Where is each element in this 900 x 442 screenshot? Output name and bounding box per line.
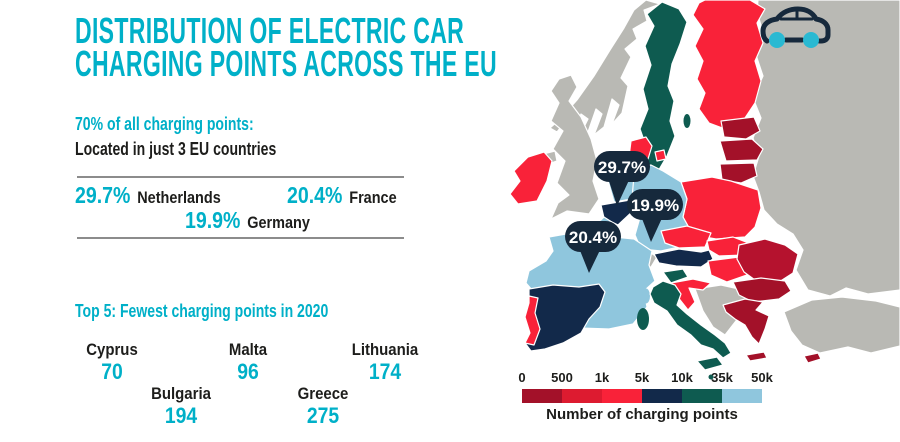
map-pin-germany-tail xyxy=(641,216,663,242)
top3-heading-rest: Located in just 3 EU countries xyxy=(75,139,277,159)
divider-top xyxy=(77,176,404,178)
electric-car-icon xyxy=(760,6,831,48)
country-italy-sardinia xyxy=(637,308,649,330)
legend-tick-50k: 50k xyxy=(751,370,773,385)
map-pin-germany: 19.9% xyxy=(627,189,683,242)
stat-netherlands-pct: 29.7% xyxy=(75,182,131,208)
legend-segment-1 xyxy=(562,389,602,403)
map-pin-netherlands-label: 29.7% xyxy=(598,158,646,177)
top3-heading-highlight: 70% of all charging points: xyxy=(75,114,254,134)
top5-cyprus-label: Cyprus xyxy=(86,340,138,359)
legend-tick-1k: 1k xyxy=(595,370,610,385)
map-pin-netherlands: 29.7% xyxy=(594,151,650,206)
stat-france-label: France xyxy=(349,188,397,207)
top5-malta-value: 96 xyxy=(237,359,259,384)
car-rear-wheel xyxy=(803,32,819,48)
map-pin-france-label: 20.4% xyxy=(569,228,617,247)
legend-segment-3 xyxy=(642,389,682,403)
country-ireland xyxy=(509,151,553,205)
stat-germany-label: Germany xyxy=(247,213,310,232)
country-denmark-zealand xyxy=(654,149,667,162)
legend-tick-5k: 5k xyxy=(635,370,650,385)
legend-segment-4 xyxy=(682,389,722,403)
top5-lithuania-value: 174 xyxy=(368,359,402,384)
country-united-kingdom xyxy=(550,74,600,220)
stat-germany-pct: 19.9% xyxy=(185,207,241,233)
country-greece xyxy=(722,298,770,345)
car-window-line xyxy=(779,10,814,21)
country-finland xyxy=(692,0,766,130)
top5-greece: Greece 275 xyxy=(266,384,380,428)
country-belgium xyxy=(600,199,634,226)
stat-netherlands-label: Netherlands xyxy=(137,188,221,207)
top5-bulgaria: Bulgaria 194 xyxy=(124,384,238,428)
legend-caption: Number of charging points xyxy=(546,406,738,423)
country-cyprus xyxy=(803,352,822,364)
page-title: DISTRIBUTION OF ELECTRIC CAR CHARGING PO… xyxy=(75,10,497,84)
car-body-outline xyxy=(760,6,831,44)
country-bulgaria xyxy=(732,277,792,303)
map-pin-netherlands-tail xyxy=(608,178,630,206)
country-greece-crete xyxy=(745,351,768,362)
top5-greece-value: 275 xyxy=(306,403,340,428)
top5-bulgaria-label: Bulgaria xyxy=(151,384,211,403)
top5-lithuania: Lithuania 174 xyxy=(328,340,442,384)
map-pin-france-tail xyxy=(579,248,601,273)
stat-netherlands: 29.7% Netherlands xyxy=(75,182,221,209)
legend-tick-0: 0 xyxy=(518,370,525,385)
legend-segment-2 xyxy=(602,389,642,403)
top5-malta: Malta 96 xyxy=(191,340,305,384)
top5-cyprus-value: 70 xyxy=(101,359,123,384)
map-pin-germany-bubble xyxy=(627,189,683,220)
legend-scale: 0 500 1k 5k 10k 35k 50k xyxy=(518,370,774,403)
legend-segment-5 xyxy=(722,389,762,403)
top5-bulgaria-value: 194 xyxy=(164,403,198,428)
country-romania xyxy=(736,238,799,283)
country-turkey xyxy=(783,296,900,354)
legend-tick-500: 500 xyxy=(551,370,573,385)
europe-choropleth-map: 29.7% 19.9% 20.4% 0 500 1k 5k 10k 35k 50k Numb… xyxy=(509,0,900,423)
legend-segment-0 xyxy=(522,389,562,403)
country-italy-sicily xyxy=(696,356,724,371)
map-pin-germany-label: 19.9% xyxy=(631,196,679,215)
country-russia-belarus-ukraine xyxy=(752,0,900,297)
legend-tick-35k: 35k xyxy=(711,370,733,385)
car-front-wheel xyxy=(769,32,785,48)
top5-cyprus: Cyprus 70 xyxy=(55,340,169,384)
country-italy xyxy=(649,280,732,359)
stat-france-pct: 20.4% xyxy=(287,182,343,208)
map-legend: 0 500 1k 5k 10k 35k 50k Number of charging poi… xyxy=(518,370,773,423)
divider-bottom xyxy=(77,237,404,239)
map-pin-france: 20.4% xyxy=(565,221,621,273)
country-sweden-gotland xyxy=(683,114,691,128)
country-slovenia xyxy=(662,268,689,284)
page-title-line2: CHARGING POINTS ACROSS THE EU xyxy=(75,43,497,84)
top5-malta-label: Malta xyxy=(228,340,268,359)
top5-heading: Top 5: Fewest charging points in 2020 xyxy=(75,301,329,321)
stat-germany: 19.9% Germany xyxy=(185,207,310,234)
legend-tick-10k: 10k xyxy=(671,370,693,385)
country-france-corsica xyxy=(642,288,650,304)
country-lithuania xyxy=(719,162,758,184)
country-latvia xyxy=(719,138,764,162)
top5-lithuania-label: Lithuania xyxy=(351,340,419,359)
map-pin-netherlands-bubble xyxy=(594,151,650,182)
country-portugal xyxy=(524,295,541,346)
country-austria xyxy=(653,248,714,268)
stat-france: 20.4% France xyxy=(287,182,397,209)
top5-greece-label: Greece xyxy=(297,384,349,403)
country-czechia xyxy=(660,225,712,249)
country-estonia xyxy=(720,116,761,140)
page-title-line1: DISTRIBUTION OF ELECTRIC CAR xyxy=(75,10,465,51)
map-pin-france-bubble xyxy=(565,221,621,252)
country-malta xyxy=(708,374,714,380)
